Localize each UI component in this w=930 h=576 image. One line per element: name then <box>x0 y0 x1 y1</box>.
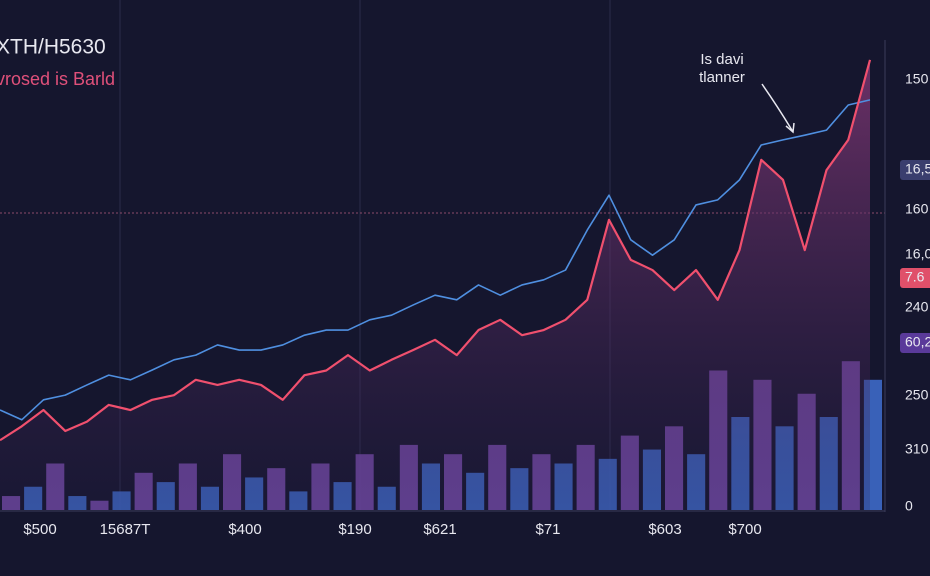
x-label: $190 <box>338 521 371 538</box>
chart-title: XTH/H5630 <box>0 36 106 59</box>
line <box>0 99 871 421</box>
x-label: $621 <box>423 521 456 538</box>
x-label: $400 <box>228 521 261 538</box>
line <box>0 59 872 442</box>
x-label: $500 <box>23 521 56 538</box>
y-label: 60,2 <box>905 334 930 350</box>
badge <box>900 333 930 353</box>
annotation-arrow <box>761 83 794 133</box>
y-label: 240 <box>905 299 929 315</box>
y-label: 310 <box>905 441 929 457</box>
y-label: 7.6 <box>905 269 925 285</box>
annotation-arrow <box>785 122 795 134</box>
x-label: $71 <box>535 521 560 538</box>
badge <box>900 268 930 288</box>
x-label: $700 <box>728 521 761 538</box>
y-label: 16,5 <box>905 161 930 177</box>
x-label: $603 <box>648 521 681 538</box>
y-label: 160 <box>905 201 929 217</box>
y-label: 250 <box>905 387 929 403</box>
badge <box>900 160 930 180</box>
x-label: 15687T <box>100 521 151 538</box>
area <box>0 59 870 510</box>
annotation: tlanner <box>699 69 745 86</box>
y-label: 150 <box>905 71 929 87</box>
y-label: 0 <box>905 498 913 514</box>
y-label: 16,0 <box>905 246 930 262</box>
annotation: Is davi <box>700 51 743 68</box>
subtitle: vrosed is Barld <box>0 69 115 89</box>
